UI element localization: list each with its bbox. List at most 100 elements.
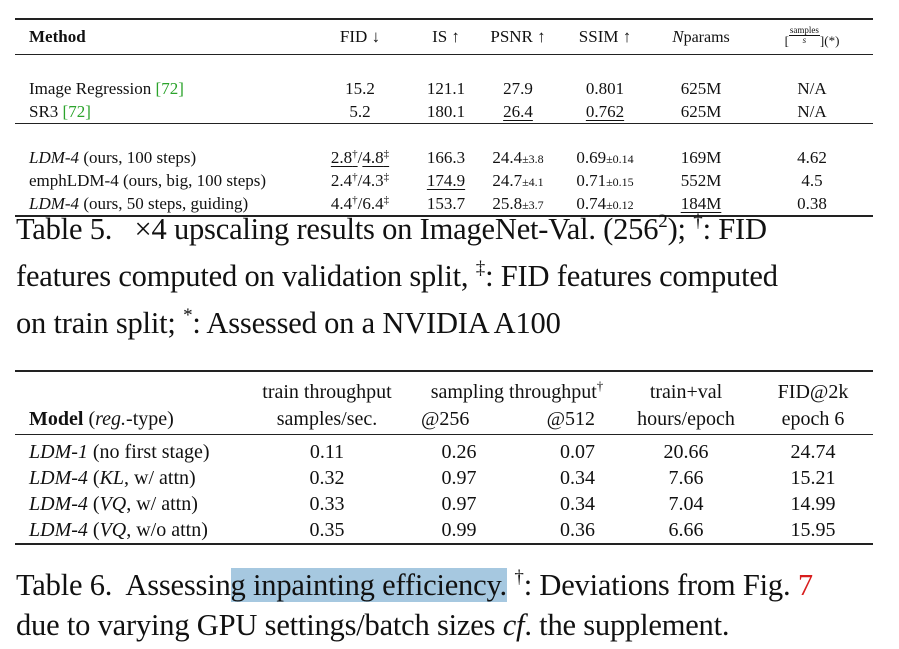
fid-sep: / bbox=[357, 148, 363, 167]
caption-line: Table 5. ×4 upscaling results on ImageNe… bbox=[16, 202, 876, 249]
dagger: † bbox=[352, 193, 358, 206]
figure-reference-link[interactable]: 7 bbox=[797, 568, 813, 602]
table-5-header-row: Method FID ↓ IS ↑ PSNR ↑ SSIM ↑ Nparams … bbox=[15, 19, 873, 55]
header-model: Model (reg.-type) bbox=[15, 404, 239, 435]
ssim-value: 0.762 bbox=[585, 101, 625, 121]
model-type: -type) bbox=[126, 407, 174, 430]
s256-cell: 0.97 bbox=[441, 466, 477, 489]
is-cell: 153.7 bbox=[426, 193, 466, 213]
s256-cell: 0.97 bbox=[441, 492, 477, 515]
samples-cell: N/A bbox=[797, 101, 827, 121]
table-row: LDM-1 (no first stage) 0.11 0.26 0.07 20… bbox=[15, 439, 873, 465]
caption-text: ×4 upscaling results on ImageNet-Val. (2… bbox=[134, 212, 659, 246]
ssim-value: 0.74 bbox=[576, 193, 607, 213]
s512-cell: 0.36 bbox=[560, 518, 595, 541]
samples-cell: N/A bbox=[797, 79, 827, 98]
psnr-value: 25.8 bbox=[492, 193, 523, 213]
model-name: LDM-4 bbox=[29, 492, 88, 515]
asterisk: * bbox=[183, 305, 193, 326]
table-row: LDM-4 (VQ, w/ attn) 0.33 0.97 0.34 7.04 … bbox=[15, 491, 873, 517]
dagger: † bbox=[514, 567, 524, 588]
hours-cell: 20.66 bbox=[663, 440, 709, 463]
model-desc: , w/o attn) bbox=[126, 518, 208, 541]
nparams-n: N bbox=[672, 27, 684, 46]
caption-label: Table 5. bbox=[16, 212, 113, 246]
fid-cell: 15.95 bbox=[790, 518, 836, 541]
ddagger: ‡ bbox=[383, 193, 390, 206]
model-paren: ( bbox=[88, 407, 96, 430]
model-reg: VQ bbox=[99, 518, 127, 541]
header-ssim: SSIM ↑ bbox=[578, 27, 632, 46]
header-empty bbox=[15, 371, 239, 404]
nparams-value: 184M bbox=[680, 193, 722, 213]
model-name: LDM-1 bbox=[29, 440, 88, 463]
samples-num: samples bbox=[788, 24, 820, 36]
table-row: LDM-4 (ours, 100 steps) 2.8†/4.8‡ 166.3 … bbox=[15, 147, 873, 170]
model-cell: LDM-4 (VQ, w/o attn) bbox=[15, 517, 239, 544]
citation-link[interactable]: [72] bbox=[62, 101, 91, 121]
caption-italic: cf bbox=[502, 608, 525, 642]
dagger: † bbox=[352, 148, 358, 160]
method-name: SR3 bbox=[29, 101, 59, 121]
psnr-pm: ±4.1 bbox=[522, 175, 544, 189]
psnr-value: 24.4 bbox=[492, 148, 523, 167]
hours-cell: 6.66 bbox=[668, 518, 704, 541]
psnr-value: 24.7 bbox=[492, 171, 523, 190]
fid-sep: / bbox=[357, 193, 363, 213]
citation-link[interactable]: [72] bbox=[155, 79, 184, 98]
table-6-header-row-2: Model (reg.-type) samples/sec. @256 @512… bbox=[15, 404, 873, 435]
is-cell: 180.1 bbox=[426, 101, 466, 121]
header-fid: FID ↓ bbox=[339, 27, 381, 46]
header-at512: @512 bbox=[546, 407, 595, 430]
method-name-rest: (ours, 100 steps) bbox=[83, 148, 197, 167]
caption-text: : FID features computed bbox=[485, 259, 778, 293]
nparams-sub: params bbox=[683, 29, 730, 46]
method-name-rest: (ours, 50 steps, guiding) bbox=[83, 193, 249, 213]
dagger: † bbox=[352, 171, 358, 183]
caption-line: on train split; *: Assessed on a NVIDIA … bbox=[16, 296, 876, 343]
fid-cell: 24.74 bbox=[790, 440, 836, 463]
method-cell: Image Regression [72] bbox=[15, 78, 305, 101]
table-5-caption: Table 5. ×4 upscaling results on ImageNe… bbox=[16, 202, 876, 343]
caption-line: due to varying GPU settings/batch sizes … bbox=[16, 605, 876, 645]
model-reg: VQ bbox=[99, 492, 127, 515]
header-psnr: PSNR ↑ bbox=[490, 27, 546, 46]
citation-number[interactable]: 72 bbox=[161, 79, 179, 98]
header-method: Method bbox=[29, 27, 86, 46]
caption-sup: 2 bbox=[658, 211, 668, 232]
samples-cell: 4.5 bbox=[801, 171, 823, 190]
ssim-pm: ±0.15 bbox=[606, 175, 634, 189]
is-cell: 174.9 bbox=[415, 170, 477, 193]
method-name: Image Regression bbox=[29, 79, 152, 98]
model-cell: LDM-4 (KL, w/ attn) bbox=[15, 465, 239, 491]
table-row: LDM-4 (ours, 50 steps, guiding) 4.4†/6.4… bbox=[15, 193, 873, 216]
samples-cell: 0.38 bbox=[797, 193, 827, 213]
sampling-label: sampling throughput bbox=[430, 381, 597, 403]
citation-number[interactable]: 72 bbox=[68, 101, 86, 121]
psnr-pm: ±3.7 bbox=[522, 197, 544, 212]
psnr-cell: 25.8±3.7 bbox=[477, 193, 559, 216]
is-cell: 166.3 bbox=[426, 148, 466, 167]
header-fid: FID@2k bbox=[777, 381, 849, 403]
highlighted-text[interactable]: g inpainting efficiency. bbox=[230, 568, 507, 602]
fid-sep: / bbox=[357, 171, 363, 190]
model-paren: ( bbox=[87, 466, 100, 489]
is-cell: 121.1 bbox=[426, 79, 466, 98]
table-6-caption: Table 6. Assessing inpainting efficiency… bbox=[16, 558, 876, 645]
fid-cell: 4.4†/6.4‡ bbox=[305, 193, 415, 216]
psnr-cell: 24.4±3.8 bbox=[477, 147, 559, 170]
header-trainval: train+val bbox=[649, 381, 723, 403]
ssim-pm: ±0.12 bbox=[606, 197, 634, 212]
model-desc: , w/ attn) bbox=[124, 466, 196, 489]
train-cell: 0.35 bbox=[309, 518, 345, 541]
nparams-cell: 184M bbox=[651, 193, 751, 216]
model-desc: , w/ attn) bbox=[126, 492, 198, 515]
model-paren: ( bbox=[87, 518, 100, 541]
hours-cell: 7.66 bbox=[668, 466, 704, 489]
s512-cell: 0.34 bbox=[560, 466, 595, 489]
fid-cell: 15.21 bbox=[790, 466, 836, 489]
ddagger: ‡ bbox=[383, 171, 390, 183]
header-hours-epoch: hours/epoch bbox=[637, 407, 735, 430]
model-desc: (no first stage) bbox=[87, 440, 210, 463]
method-cell: LDM-4 (ours, 100 steps) bbox=[15, 147, 305, 170]
